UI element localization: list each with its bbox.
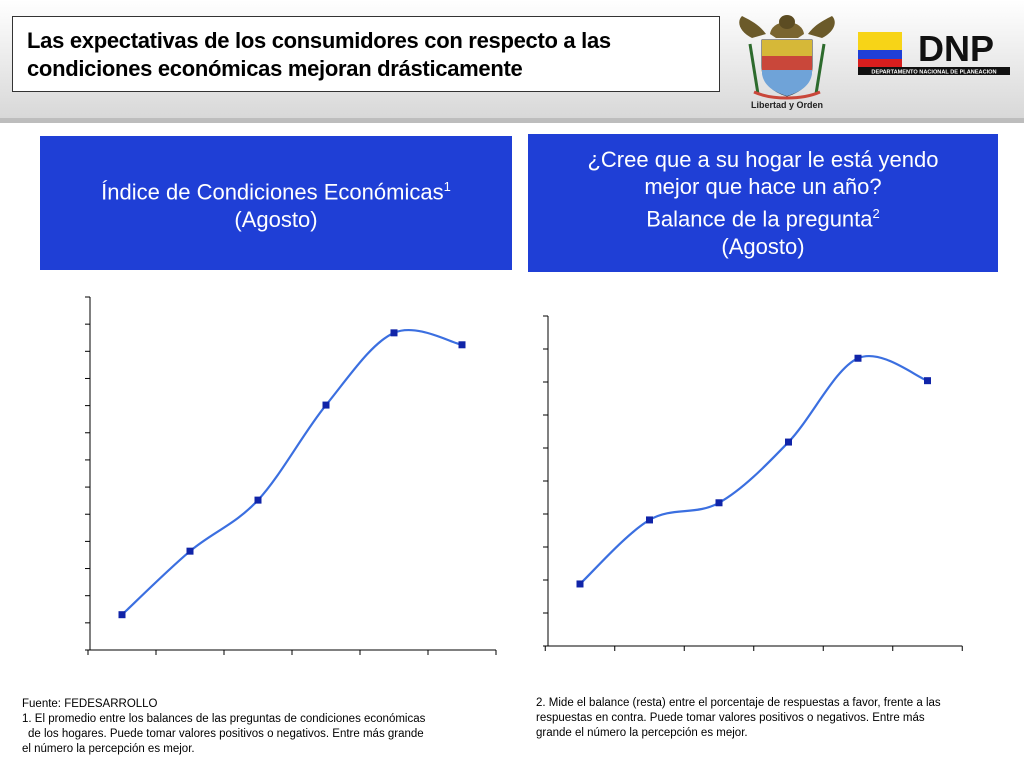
left-chart-title: Índice de Condiciones Económicas1 (Agost… <box>40 136 512 270</box>
footnote-2-line2: respuestas en contra. Puede tomar valore… <box>536 712 925 724</box>
data-point-marker <box>924 377 931 385</box>
footnote-2-line1: 2. Mide el balance (resta) entre el porc… <box>536 697 941 709</box>
left-chart-title-line: Índice de Condiciones Económicas1 <box>101 179 451 205</box>
right-chart-title-line2: mejor que hace un año? <box>644 174 882 200</box>
data-point-marker <box>390 329 398 337</box>
data-point-marker <box>322 401 330 409</box>
seal-motto: Libertad y Orden <box>751 100 823 110</box>
left-chart-subtitle: (Agosto) <box>234 206 318 232</box>
slide-title: Las expectativas de los consumidores con… <box>12 16 720 92</box>
footnote-1-line1: 1. El promedio entre los balances de las… <box>22 713 426 725</box>
header-divider <box>0 118 1024 123</box>
slide-title-line1: Las expectativas de los consumidores con… <box>27 28 611 53</box>
source-note: Fuente: FEDESARROLLO <box>22 698 158 710</box>
series-line <box>121 328 463 616</box>
series-line <box>579 355 928 585</box>
right-chart-title-footnote-mark: 2 <box>872 206 880 222</box>
left-chart-title-footnote-mark: 1 <box>443 179 451 195</box>
right-chart-title-line3: Balance de la pregunta2 <box>646 206 880 232</box>
data-point-marker <box>646 516 653 524</box>
data-point-marker <box>458 341 466 349</box>
footnote-2-line3: grande el número la percepción es mejor. <box>536 727 748 739</box>
right-chart-subtitle: (Agosto) <box>721 233 805 259</box>
footnote-1-line2: de los hogares. Puede tomar valores posi… <box>28 728 424 740</box>
colombia-coat-of-arms-icon: Libertad y Orden <box>739 15 835 110</box>
left-footnotes: Fuente: FEDESARROLLO 1. El promedio entr… <box>22 697 492 757</box>
dnp-logo-subtext: DEPARTAMENTO NACIONAL DE PLANEACION <box>871 70 996 76</box>
data-point-marker <box>576 580 584 588</box>
footnote-1-line3: el número la percepción es mejor. <box>22 743 195 755</box>
data-point-marker <box>785 438 792 446</box>
right-chart-title-line1: ¿Cree que a su hogar le está yendo <box>587 147 939 173</box>
data-point-marker <box>715 499 723 507</box>
right-footnotes: 2. Mide el balance (resta) entre el porc… <box>536 696 1006 741</box>
right-line-chart <box>543 315 963 651</box>
data-point-marker <box>854 354 862 362</box>
left-line-chart <box>85 296 497 655</box>
data-point-marker <box>254 496 262 504</box>
dnp-logo-text: DNP <box>918 28 994 69</box>
data-point-marker <box>118 611 126 619</box>
data-point-marker <box>186 547 194 555</box>
dnp-logo: DNP DEPARTAMENTO NACIONAL DE PLANEACION <box>858 28 1010 76</box>
right-chart-title: ¿Cree que a su hogar le está yendo mejor… <box>528 134 998 272</box>
slide-title-line2: condiciones económicas mejoran drásticam… <box>27 56 523 81</box>
